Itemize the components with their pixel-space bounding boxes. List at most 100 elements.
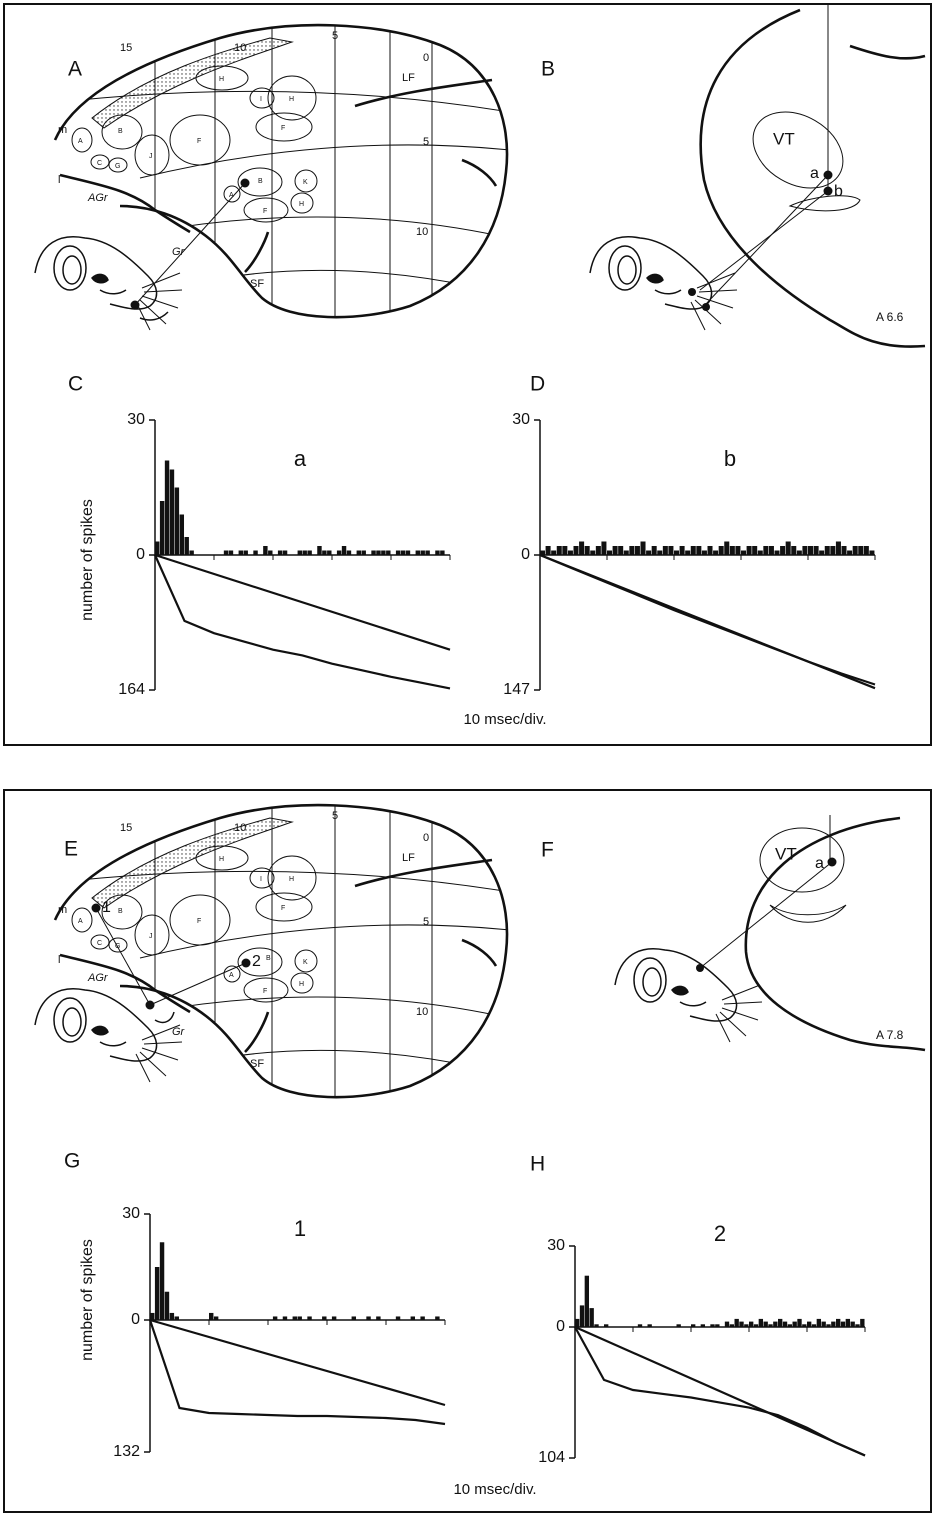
area-label: J: [149, 153, 153, 160]
histogram-bar: [648, 1324, 652, 1327]
histogram-bar: [730, 1324, 734, 1327]
edge-label: l: [58, 954, 60, 966]
fissure-label: SF: [250, 1058, 264, 1070]
y-tick-label: 0: [521, 546, 530, 563]
expected-cumulative-line: [155, 555, 450, 650]
histogram-bar: [396, 551, 400, 556]
histogram-bar: [347, 551, 351, 556]
histogram-bar: [357, 551, 361, 556]
area-label: K: [303, 179, 308, 186]
histogram-bar: [830, 546, 835, 555]
site-label: 1: [102, 899, 111, 916]
edge-label: l: [58, 174, 60, 186]
panel-letter: C: [68, 373, 83, 396]
histogram-bar: [657, 551, 662, 556]
histogram-bar: [298, 1316, 302, 1320]
histogram-bar: [822, 1322, 826, 1327]
area-label: G: [115, 943, 120, 950]
area-label: F: [197, 918, 201, 925]
histogram-bar: [155, 1267, 159, 1320]
edge-label: AGr: [87, 972, 109, 984]
histogram-bar: [160, 501, 164, 555]
histogram-bar: [786, 542, 791, 556]
histogram-bar: [562, 546, 567, 555]
histogram-bar: [425, 551, 429, 556]
histogram-bar: [769, 546, 774, 555]
grid-label: 15: [120, 42, 132, 54]
histogram-bar: [826, 1324, 830, 1327]
grid-label: 15: [120, 822, 132, 834]
histogram-bar: [841, 1322, 845, 1327]
histogram-bar: [739, 1322, 743, 1327]
histogram-bar: [851, 1322, 855, 1327]
histogram-bar: [668, 546, 673, 555]
y-tick-label: 0: [136, 546, 145, 563]
histogram-bar: [362, 551, 366, 556]
histogram-bar: [596, 546, 601, 555]
histogram-bar: [579, 542, 584, 556]
histogram-bar: [797, 551, 802, 556]
area-label: B: [118, 128, 123, 135]
histogram-bar: [376, 551, 380, 556]
histogram-bar: [214, 1316, 218, 1320]
histogram-bar: [710, 1324, 714, 1327]
coronal-section: B VT a b A 6.6: [541, 5, 925, 347]
histogram-bar: [224, 551, 228, 556]
histogram-bar: [629, 546, 634, 555]
histogram-bar: [674, 551, 679, 556]
y-tick-label: 30: [122, 1205, 140, 1222]
histogram-bar: [239, 551, 243, 556]
histogram-bar: [440, 551, 444, 556]
histogram-bar: [793, 1322, 797, 1327]
y-tick-label: 132: [113, 1443, 140, 1460]
histogram-bar: [780, 546, 785, 555]
histogram-bar: [855, 1324, 859, 1327]
histogram-bar: [244, 551, 248, 556]
histogram-bar: [812, 1324, 816, 1327]
area-label: A: [78, 918, 83, 925]
histogram-bar: [825, 546, 830, 555]
grid-label: 5: [423, 136, 429, 148]
histogram-bar: [663, 546, 668, 555]
y-tick-label: 30: [512, 411, 530, 428]
histogram-bar: [758, 551, 763, 556]
histogram-bar: [713, 551, 718, 556]
histogram-bar: [797, 1319, 801, 1327]
area-label: A: [229, 192, 234, 199]
area-label: F: [197, 138, 201, 145]
histogram-bar: [307, 551, 311, 556]
histogram-bar: [396, 1316, 400, 1320]
histogram-bar: [715, 1324, 719, 1327]
fissure-label: LF: [402, 72, 415, 84]
histogram-bar: [853, 546, 858, 555]
histogram-bar: [768, 1324, 772, 1327]
histogram-bar: [604, 1324, 608, 1327]
histogram-bar: [546, 546, 551, 555]
histogram-bar: [685, 551, 690, 556]
histogram-bar: [836, 542, 841, 556]
y-tick-label: 147: [503, 681, 530, 698]
histogram-bar: [735, 546, 740, 555]
x-axis-label: 10 msec/div.: [463, 711, 546, 728]
grid-label: 5: [332, 810, 338, 822]
histogram-bar: [327, 551, 331, 556]
histogram-bar: [725, 1322, 729, 1327]
histogram-bar: [618, 546, 623, 555]
expected-cumulative-line: [150, 1320, 445, 1405]
histogram-bar: [763, 546, 768, 555]
histogram-title: b: [724, 446, 736, 471]
histogram-bar: [574, 546, 579, 555]
histogram-bar: [366, 1316, 370, 1320]
edge-label: Gr: [172, 246, 186, 258]
histogram-bar: [652, 546, 657, 555]
histogram-bar: [557, 546, 562, 555]
histogram-bar: [406, 551, 410, 556]
histogram-bar: [283, 551, 287, 556]
panel-letter: G: [64, 1150, 80, 1173]
panel-letter: D: [530, 373, 545, 396]
histogram-bar: [802, 1324, 806, 1327]
histogram-bar: [435, 1316, 439, 1320]
grid-label: 5: [423, 916, 429, 928]
histogram-bar: [180, 515, 184, 556]
histogram-bar: [773, 1322, 777, 1327]
